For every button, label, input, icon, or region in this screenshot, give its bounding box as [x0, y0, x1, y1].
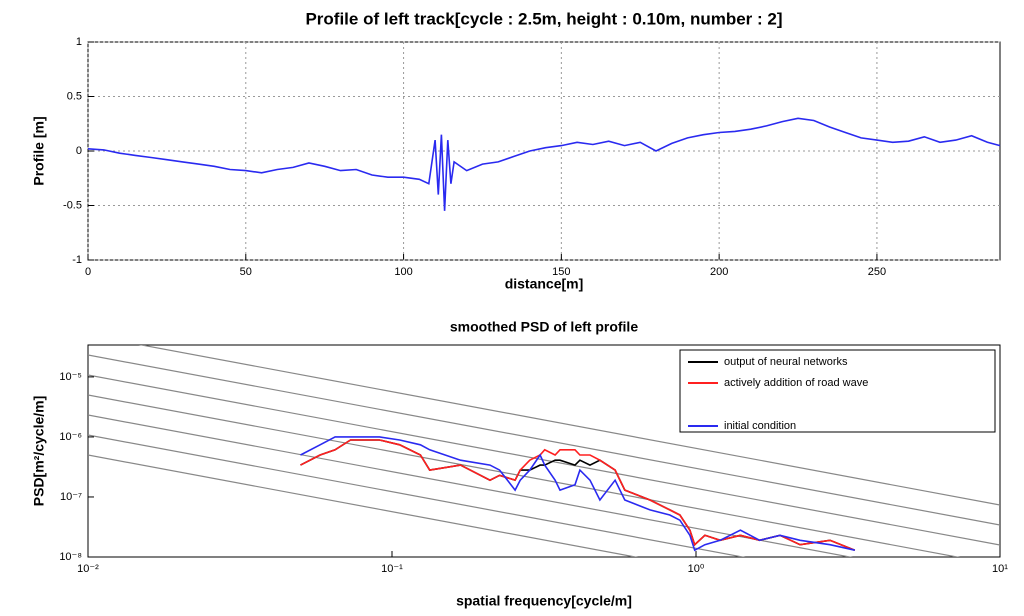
x-tick-label: 10⁰ [688, 563, 705, 575]
legend-label: output of neural networks [724, 356, 848, 368]
x-tick-label: 100 [394, 266, 412, 278]
chart-title: Profile of left track[cycle : 2.5m, heig… [305, 9, 782, 28]
x-tick-label: 0 [85, 266, 91, 278]
x-tick-label: 50 [240, 266, 252, 278]
data-line [300, 436, 855, 552]
y-tick-label: 10⁻⁷ [60, 491, 82, 503]
legend-box [679, 349, 996, 433]
y-tick-label: 0.5 [67, 90, 82, 102]
x-axis-label: spatial frequency[cycle/m] [456, 593, 632, 609]
y-tick-label: 10⁻⁵ [59, 371, 82, 383]
y-tick-label: -0.5 [63, 199, 82, 211]
x-tick-label: 250 [868, 266, 886, 278]
reference-lines [88, 345, 1000, 557]
data-line [87, 117, 1001, 211]
x-tick-label: 10⁻² [77, 563, 99, 575]
x-tick-label: 10⁻¹ [381, 563, 403, 575]
y-axis-label: PSD[m²/cycle/m] [31, 396, 47, 506]
y-tick-label: 10⁻⁶ [59, 431, 82, 443]
x-tick-label: 200 [710, 266, 728, 278]
y-tick-label: 10⁻⁸ [59, 551, 82, 563]
y-tick-label: -1 [72, 254, 82, 266]
x-tick-label: 150 [552, 266, 570, 278]
legend-label: initial condition [724, 420, 796, 432]
x-tick-label: 10¹ [992, 563, 1008, 575]
y-tick-label: 1 [76, 36, 82, 48]
chart-title: smoothed PSD of left profile [450, 319, 638, 335]
legend-label: actively addition of road wave [724, 377, 868, 389]
y-axis-label: Profile [m] [31, 116, 47, 185]
x-axis-label: distance[m] [505, 276, 584, 292]
y-tick-label: 0 [76, 145, 82, 157]
